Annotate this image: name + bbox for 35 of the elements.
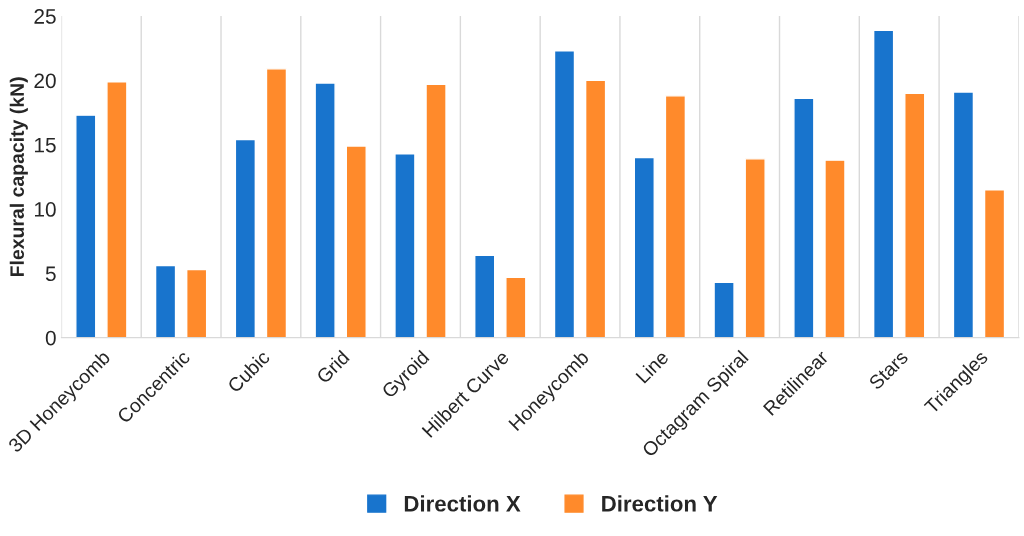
y-axis-title: Flexural capacity (kN) <box>9 77 28 277</box>
y-tick-label: 20 <box>34 73 56 89</box>
bar <box>553 50 576 338</box>
y-tick-label: 0 <box>45 330 56 346</box>
bar <box>314 82 336 338</box>
y-tick-label: 25 <box>34 9 56 24</box>
bar <box>904 92 926 338</box>
bar <box>633 156 655 338</box>
bar <box>824 159 846 338</box>
bar <box>234 138 257 338</box>
bar <box>713 281 735 338</box>
y-tick-label: 10 <box>35 202 56 217</box>
bar <box>584 79 607 338</box>
bar <box>425 83 447 338</box>
x-tick-label: Line <box>634 349 670 384</box>
legend-label: Direction X <box>404 495 521 512</box>
legend-label: Direction Y <box>602 495 718 512</box>
bar <box>664 95 687 338</box>
y-tick-label: 5 <box>45 266 56 282</box>
bar <box>345 145 367 338</box>
bar <box>186 268 208 338</box>
y-tick-label: 15 <box>35 137 56 153</box>
x-tick-label: Grid <box>315 349 350 385</box>
bar <box>872 29 895 338</box>
bar <box>75 114 97 338</box>
bar <box>474 254 496 338</box>
bar <box>265 68 288 338</box>
bar <box>106 80 128 338</box>
bar <box>394 153 416 338</box>
bar <box>744 158 766 338</box>
bar <box>505 276 527 338</box>
bar <box>952 91 975 338</box>
bar <box>154 264 177 338</box>
bar <box>793 97 815 338</box>
bar <box>983 189 1006 338</box>
